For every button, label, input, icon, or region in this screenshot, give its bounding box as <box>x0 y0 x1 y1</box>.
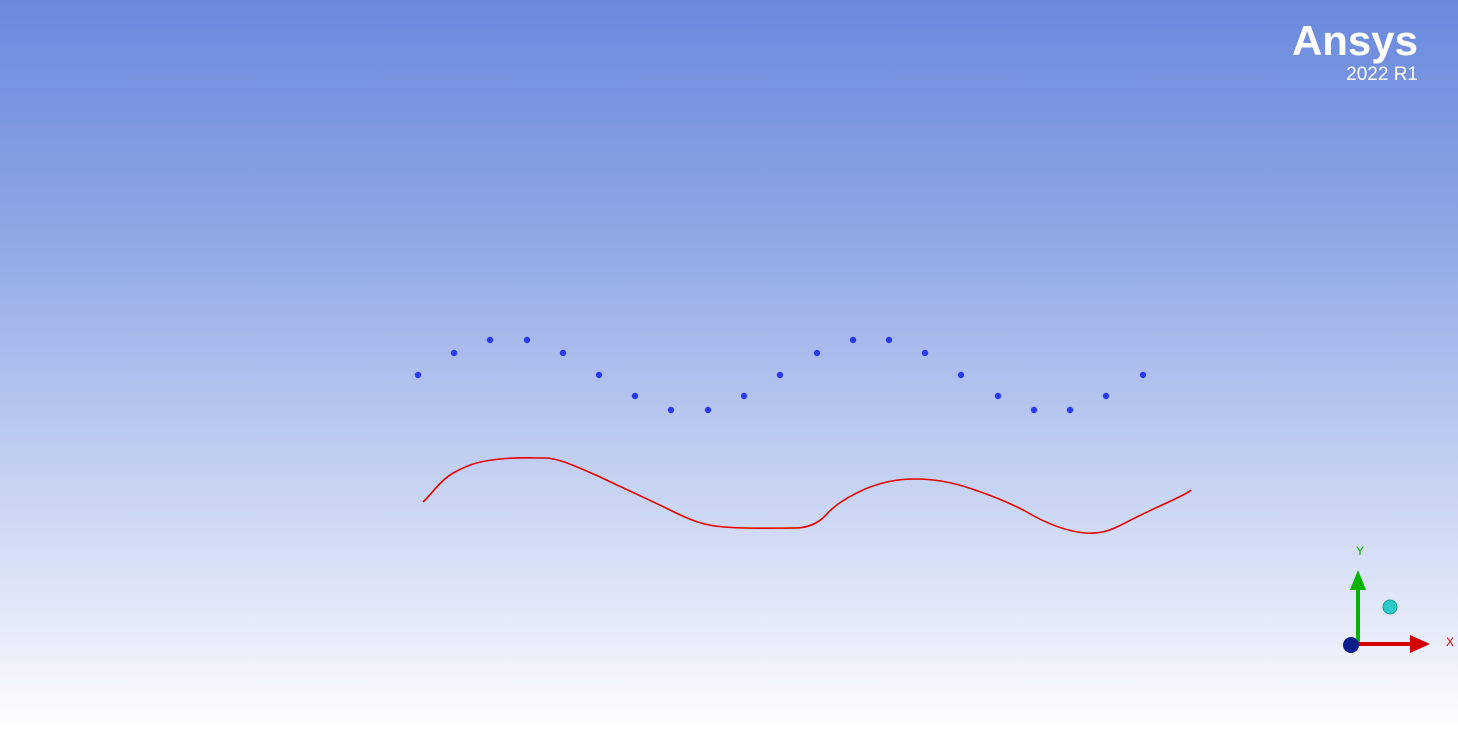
point <box>559 349 567 357</box>
point-cloud <box>414 336 1147 414</box>
point <box>523 336 531 344</box>
point <box>813 349 821 357</box>
point <box>667 406 675 414</box>
point <box>776 371 784 379</box>
z-axis-marker[interactable] <box>1382 599 1398 615</box>
point <box>631 392 639 400</box>
point <box>450 349 458 357</box>
origin-sphere[interactable] <box>1343 637 1359 653</box>
y-axis-arrowhead <box>1350 570 1366 590</box>
x-axis-label: X <box>1446 635 1454 649</box>
point <box>595 371 603 379</box>
point <box>1139 371 1147 379</box>
point <box>486 336 494 344</box>
point <box>957 371 965 379</box>
point <box>1066 406 1074 414</box>
logo-version: 2022 R1 <box>1346 64 1418 85</box>
coordinate-triad: Y X <box>1343 544 1454 653</box>
point <box>1030 406 1038 414</box>
point <box>994 392 1002 400</box>
spline-curve <box>422 456 1192 534</box>
point <box>849 336 857 344</box>
point <box>1102 392 1110 400</box>
ansys-logo: Ansys 2022 R1 <box>1292 18 1418 86</box>
point <box>414 371 422 379</box>
point <box>704 406 712 414</box>
logo-brand: Ansys <box>1291 17 1418 64</box>
point <box>921 349 929 357</box>
point <box>740 392 748 400</box>
y-axis-label: Y <box>1356 544 1364 558</box>
point <box>885 336 893 344</box>
x-axis-arrowhead <box>1410 635 1430 653</box>
